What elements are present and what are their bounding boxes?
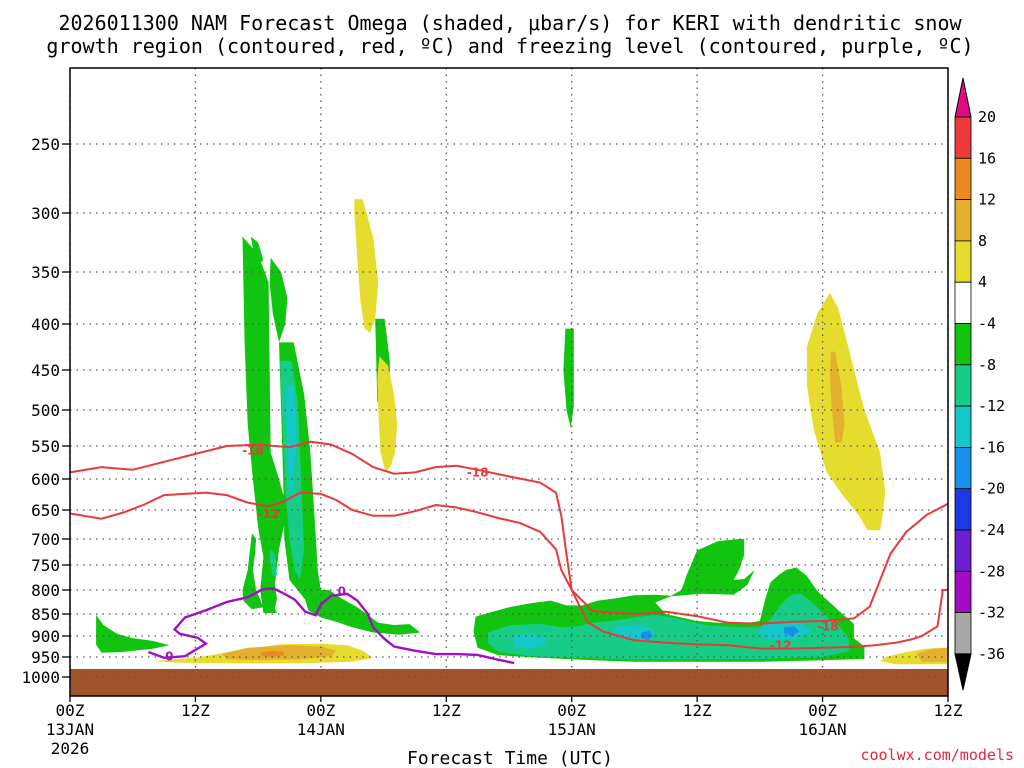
plot-area: -18 -12 -18 -18 -12 0 0 250 300 350 400 450 500 550 60… [21, 67, 1005, 758]
colorbar-band [954, 281, 972, 324]
omega-shaded-region [269, 257, 288, 343]
colorbar-tick-label: -36 [978, 645, 1005, 663]
colorbar-band [954, 199, 972, 242]
x-tick-date-label: 15JAN [548, 720, 596, 739]
omega-shaded-region [783, 626, 800, 636]
x-axis-label: Forecast Time (UTC) [407, 748, 613, 768]
plot-frame [69, 67, 949, 697]
y-tick-label: 800 [31, 581, 60, 600]
contour-label: 0 [338, 584, 346, 598]
y-tick-label: 950 [31, 648, 60, 667]
contour-label: -18 [242, 444, 264, 458]
y-tick-label: 1000 [21, 668, 60, 687]
colorbar: 20 16 12 8 4 -4 -8 -12 -16 -20 -24 -28 -32 -36 [954, 77, 1005, 691]
x-tick-date-label: 14JAN [297, 720, 345, 739]
x-tick-date-label: 13JAN [46, 720, 94, 739]
omega-shaded-region [354, 199, 379, 334]
y-tick-label: 600 [31, 470, 60, 489]
omega-shaded-region [916, 647, 948, 662]
ground-strip [70, 669, 948, 696]
x-tick-label: 12Z [683, 701, 712, 720]
y-tick-label: 450 [31, 361, 60, 380]
y-tick-label: 700 [31, 530, 60, 549]
omega-shaded-region [305, 590, 421, 635]
omega-shaded-region [377, 356, 398, 473]
chart-title-line2: growth region (contoured, red, ºC) and f… [46, 34, 973, 58]
x-tick-year-label: 2026 [51, 739, 90, 758]
colorbar-tick-label: -24 [978, 521, 1005, 539]
colorbar-band [954, 446, 972, 490]
y-tick-label: 850 [31, 605, 60, 624]
freezing-level-contour [147, 587, 515, 665]
colorbar-band [954, 364, 972, 407]
x-tick-label: 12Z [432, 701, 461, 720]
colorbar-band [954, 116, 972, 159]
colorbar-tick-label: -12 [978, 397, 1005, 415]
contour-label: 0 [165, 650, 173, 664]
colorbar-tick-label: -28 [978, 562, 1005, 580]
y-tick-label: 250 [31, 135, 60, 154]
contour-label: -12 [258, 507, 280, 521]
omega-shaded-region [488, 593, 849, 660]
omega-shaded-region [250, 236, 264, 267]
colorbar-band [954, 405, 972, 448]
y-tick-label: 550 [31, 437, 60, 456]
x-tick-label: 00Z [306, 701, 335, 720]
contour-label: -12 [770, 639, 792, 653]
colorbar-tick-label: -4 [978, 315, 996, 333]
colorbar-bottom-triangle [954, 653, 972, 691]
colorbar-band [954, 240, 972, 283]
omega-shaded-region [242, 236, 288, 613]
colorbar-tick-label: 8 [978, 232, 987, 250]
colorbar-tick-label: -20 [978, 480, 1005, 498]
colorbar-tick-label: 4 [978, 273, 987, 291]
dgz-contour-line [69, 491, 948, 650]
colorbar-band [954, 488, 972, 531]
y-tick-label: 400 [31, 315, 60, 334]
omega-shaded-region [260, 650, 285, 657]
y-tick-label: 300 [31, 204, 60, 223]
credit-text: coolwx.com/models [860, 746, 1014, 764]
omega-shaded-region [563, 328, 574, 428]
colorbar-band [954, 570, 972, 613]
x-tick-label: 00Z [557, 701, 586, 720]
colorbar-tick-label: 16 [978, 149, 996, 167]
contour-label: -18 [467, 465, 489, 479]
omega-shading [96, 199, 948, 665]
omega-shaded-region [806, 292, 886, 531]
y-tick-label: 350 [31, 263, 60, 282]
colorbar-tick-label: -8 [978, 356, 996, 374]
colorbar-band [954, 157, 972, 201]
omega-shaded-region [514, 634, 546, 650]
colorbar-tick-label: -32 [978, 604, 1005, 622]
x-tick-label: 12Z [934, 701, 963, 720]
x-tick-label: 00Z [808, 701, 837, 720]
colorbar-tick-label: 20 [978, 108, 996, 126]
x-tick-label: 00Z [56, 701, 85, 720]
colorbar-band [954, 529, 972, 572]
omega-shaded-region [96, 614, 170, 653]
omega-shaded-region [640, 630, 654, 641]
omega-shaded-region [285, 386, 297, 492]
contour-label: -18 [817, 619, 839, 633]
colorbar-band [954, 323, 972, 366]
x-tick-label: 12Z [181, 701, 210, 720]
x-tick-date-label: 16JAN [798, 720, 846, 739]
chart-title-line1: 2026011300 NAM Forecast Omega (shaded, μ… [58, 11, 962, 35]
colorbar-band [954, 612, 972, 655]
y-tick-label: 900 [31, 627, 60, 646]
dgz-contour-line [69, 440, 949, 625]
colorbar-tick-label: 12 [978, 191, 996, 209]
omega-shaded-region [242, 533, 264, 610]
y-tick-label: 500 [31, 401, 60, 420]
y-tick-label: 750 [31, 556, 60, 575]
omega-shaded-region [269, 549, 277, 576]
colorbar-tick-label: -16 [978, 438, 1005, 456]
omega-shaded-region [829, 351, 845, 443]
y-tick-label: 650 [31, 501, 60, 520]
